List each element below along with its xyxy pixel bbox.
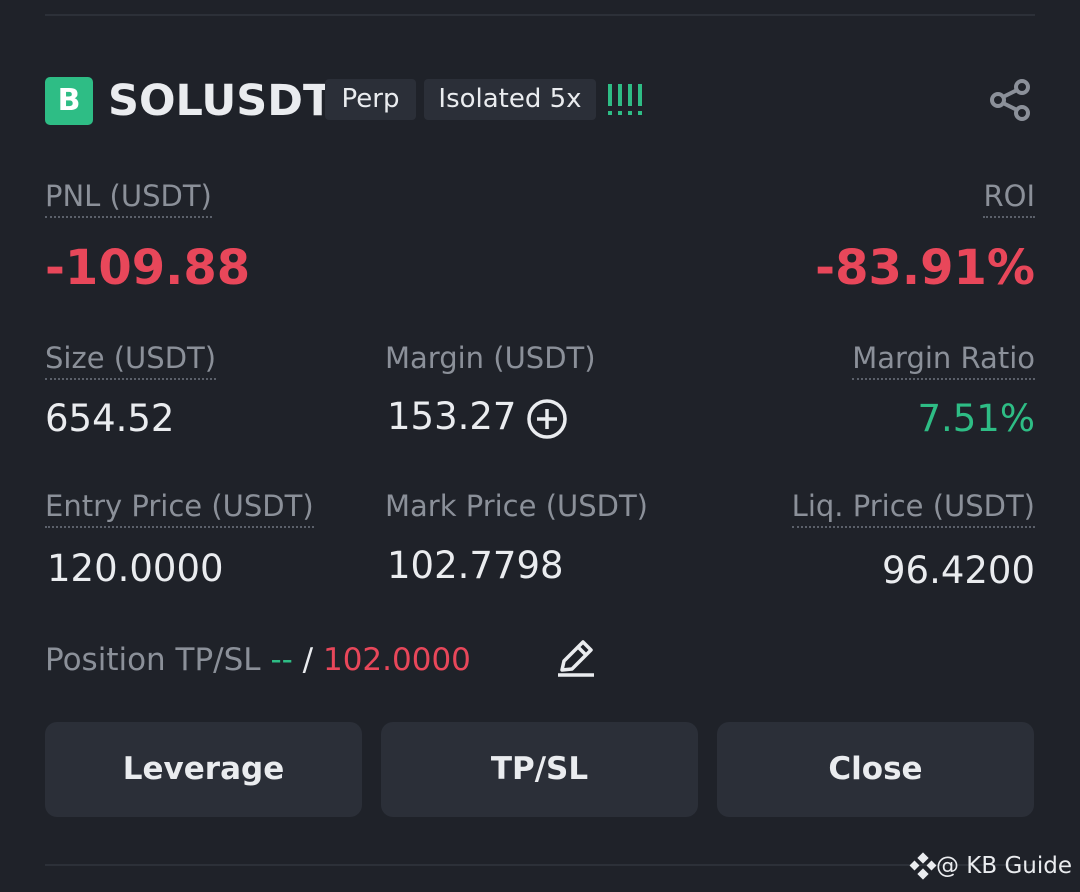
side-badge: B xyxy=(45,77,93,125)
leverage-button[interactable]: Leverage xyxy=(45,722,362,817)
field-value: 153.27 xyxy=(387,395,517,438)
field-label: Mark Price (USDT) xyxy=(385,489,648,523)
add-margin-icon[interactable] xyxy=(525,397,569,441)
roi-value: -83.91% xyxy=(815,240,1035,296)
watermark: @ KB Guide xyxy=(935,853,1072,879)
field-label: Size (USDT) xyxy=(45,338,217,380)
adl-indicator xyxy=(608,84,642,115)
field-label: Liq. Price (USDT) xyxy=(791,486,1035,528)
symbol[interactable]: SOLUSDT xyxy=(108,76,333,126)
tp-value: -- xyxy=(270,642,293,678)
watermark-logo xyxy=(909,852,937,880)
pnl-value: -109.88 xyxy=(45,240,251,296)
field-value: 654.52 xyxy=(45,397,175,440)
field-value: 7.51% xyxy=(917,397,1035,440)
field-label: Margin (USDT) xyxy=(385,341,596,375)
pnl-label: PNL (USDT) xyxy=(45,176,212,218)
divider xyxy=(45,864,1035,866)
sl-value: 102.0000 xyxy=(322,642,471,678)
close-button[interactable]: Close xyxy=(717,722,1034,817)
tag: Perp xyxy=(325,79,416,120)
field-label: Entry Price (USDT) xyxy=(45,486,314,528)
separator: / xyxy=(302,642,314,678)
tpsl-row: Position TP/SL -- / 102.0000 xyxy=(45,638,471,682)
edit-icon[interactable] xyxy=(556,636,600,678)
field-value: 96.4200 xyxy=(881,549,1035,592)
share-icon[interactable] xyxy=(988,78,1034,122)
roi-label: ROI xyxy=(983,176,1035,218)
field-value: 120.0000 xyxy=(47,547,224,590)
tag: Isolated 5x xyxy=(424,79,596,120)
field-value: 102.7798 xyxy=(387,544,564,587)
tpsl-button[interactable]: TP/SL xyxy=(381,722,698,817)
tpsl-label: Position TP/SL xyxy=(45,642,261,678)
divider xyxy=(45,14,1035,16)
field-label: Margin Ratio xyxy=(852,338,1035,380)
